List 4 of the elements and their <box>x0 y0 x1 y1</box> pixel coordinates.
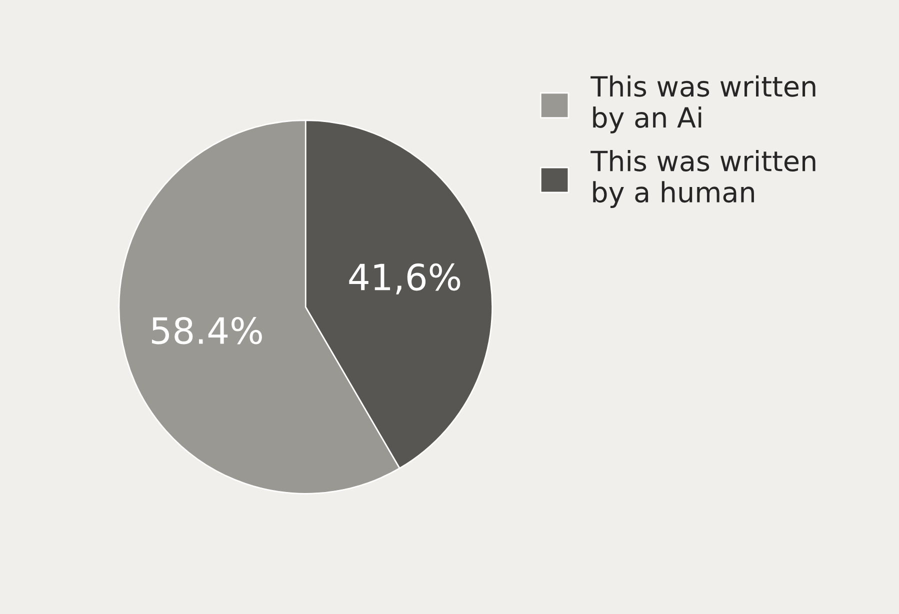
data-label: 41,6% <box>349 263 460 294</box>
data-label: 58.4% <box>152 316 262 344</box>
legend-label: This was written by an Ai <box>590 75 816 134</box>
legend-label: This was written by a human <box>590 150 816 208</box>
